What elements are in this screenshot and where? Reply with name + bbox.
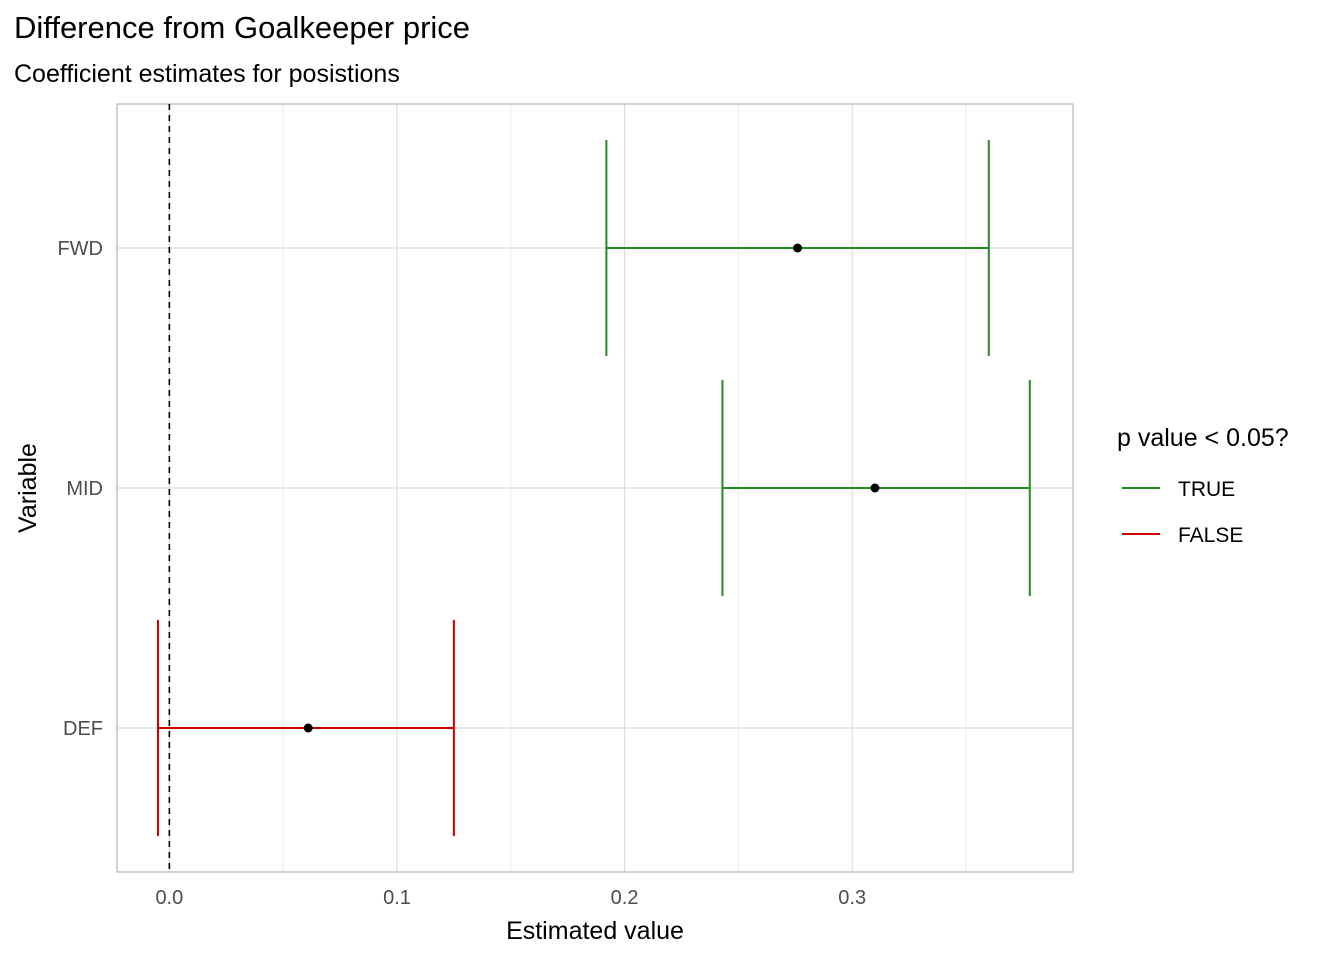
legend-title: p value < 0.05?: [1117, 424, 1289, 452]
x-tick-label: 0.2: [611, 887, 639, 909]
y-axis-ticks: DEF MID FWD: [57, 238, 103, 740]
x-tick-label: 0.1: [383, 887, 411, 909]
error-bars: [156, 140, 1031, 836]
y-tick-label: FWD: [57, 238, 103, 260]
plot-panel-border: [116, 103, 1074, 873]
legend-label: FALSE: [1178, 524, 1243, 547]
legend-item-true: TRUE: [1122, 478, 1235, 501]
estimate-point: [303, 723, 313, 733]
legend-label: TRUE: [1178, 478, 1235, 501]
estimate-point: [793, 243, 803, 253]
y-axis-title: Variable: [14, 443, 42, 533]
x-tick-label: 0.0: [155, 887, 183, 909]
x-axis-ticks: 0.0 0.1 0.2 0.3: [155, 887, 866, 909]
x-tick-label: 0.3: [838, 887, 866, 909]
legend-items: TRUE FALSE: [1122, 478, 1243, 547]
y-tick-label: MID: [66, 478, 103, 500]
errorbar-fwd: [605, 140, 990, 356]
chart-subtitle: Coefficient estimates for posistions: [14, 60, 400, 88]
legend: p value < 0.05? TRUE FALSE: [1117, 424, 1289, 547]
x-axis-title: Estimated value: [506, 917, 684, 945]
chart-title: Difference from Goalkeeper price: [14, 10, 471, 45]
errorbar-def: [156, 620, 455, 836]
legend-item-false: FALSE: [1122, 524, 1243, 547]
y-tick-label: DEF: [63, 718, 103, 740]
errorbar-mid: [721, 380, 1031, 596]
estimate-point: [870, 483, 880, 493]
